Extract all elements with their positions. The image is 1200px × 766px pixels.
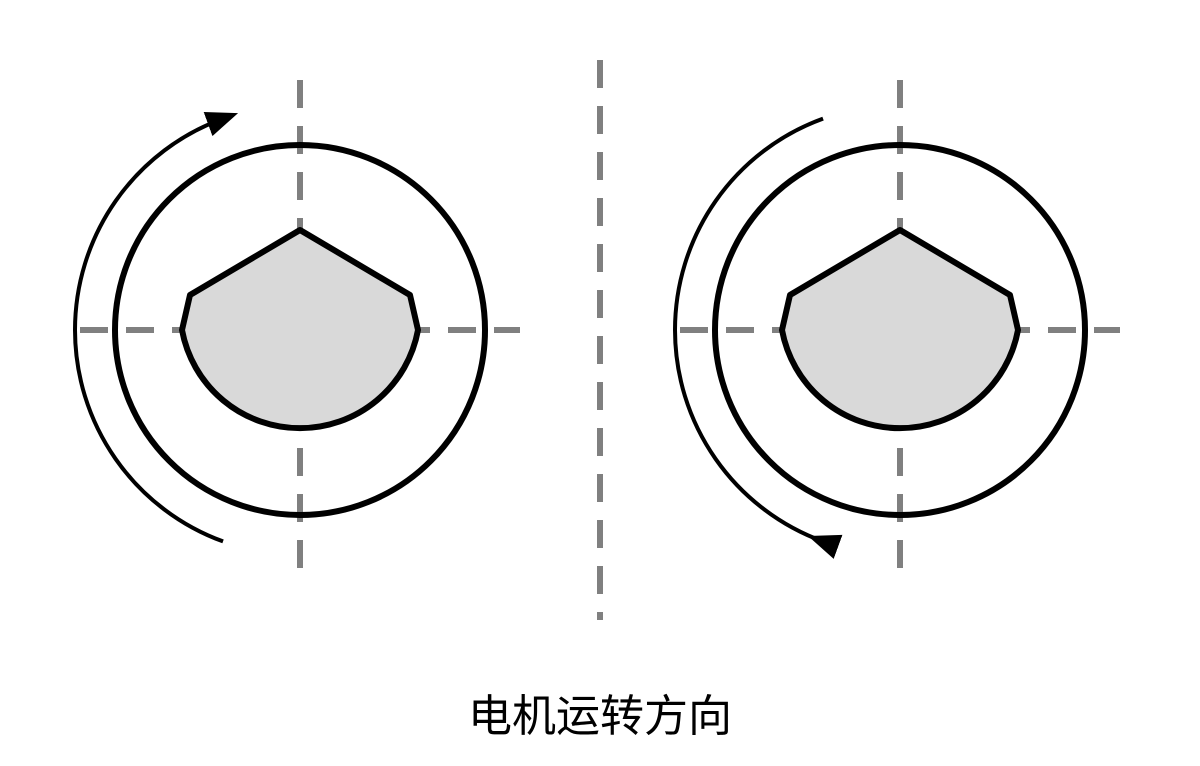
cam-shape (182, 230, 418, 428)
motor-right (675, 80, 1120, 570)
motor-direction-diagram: 电机运转方向 (0, 0, 1200, 766)
motor-left (75, 80, 520, 570)
diagram-svg (0, 0, 1200, 766)
cam-shape (782, 230, 1018, 428)
diagram-caption: 电机运转方向 (468, 680, 732, 744)
